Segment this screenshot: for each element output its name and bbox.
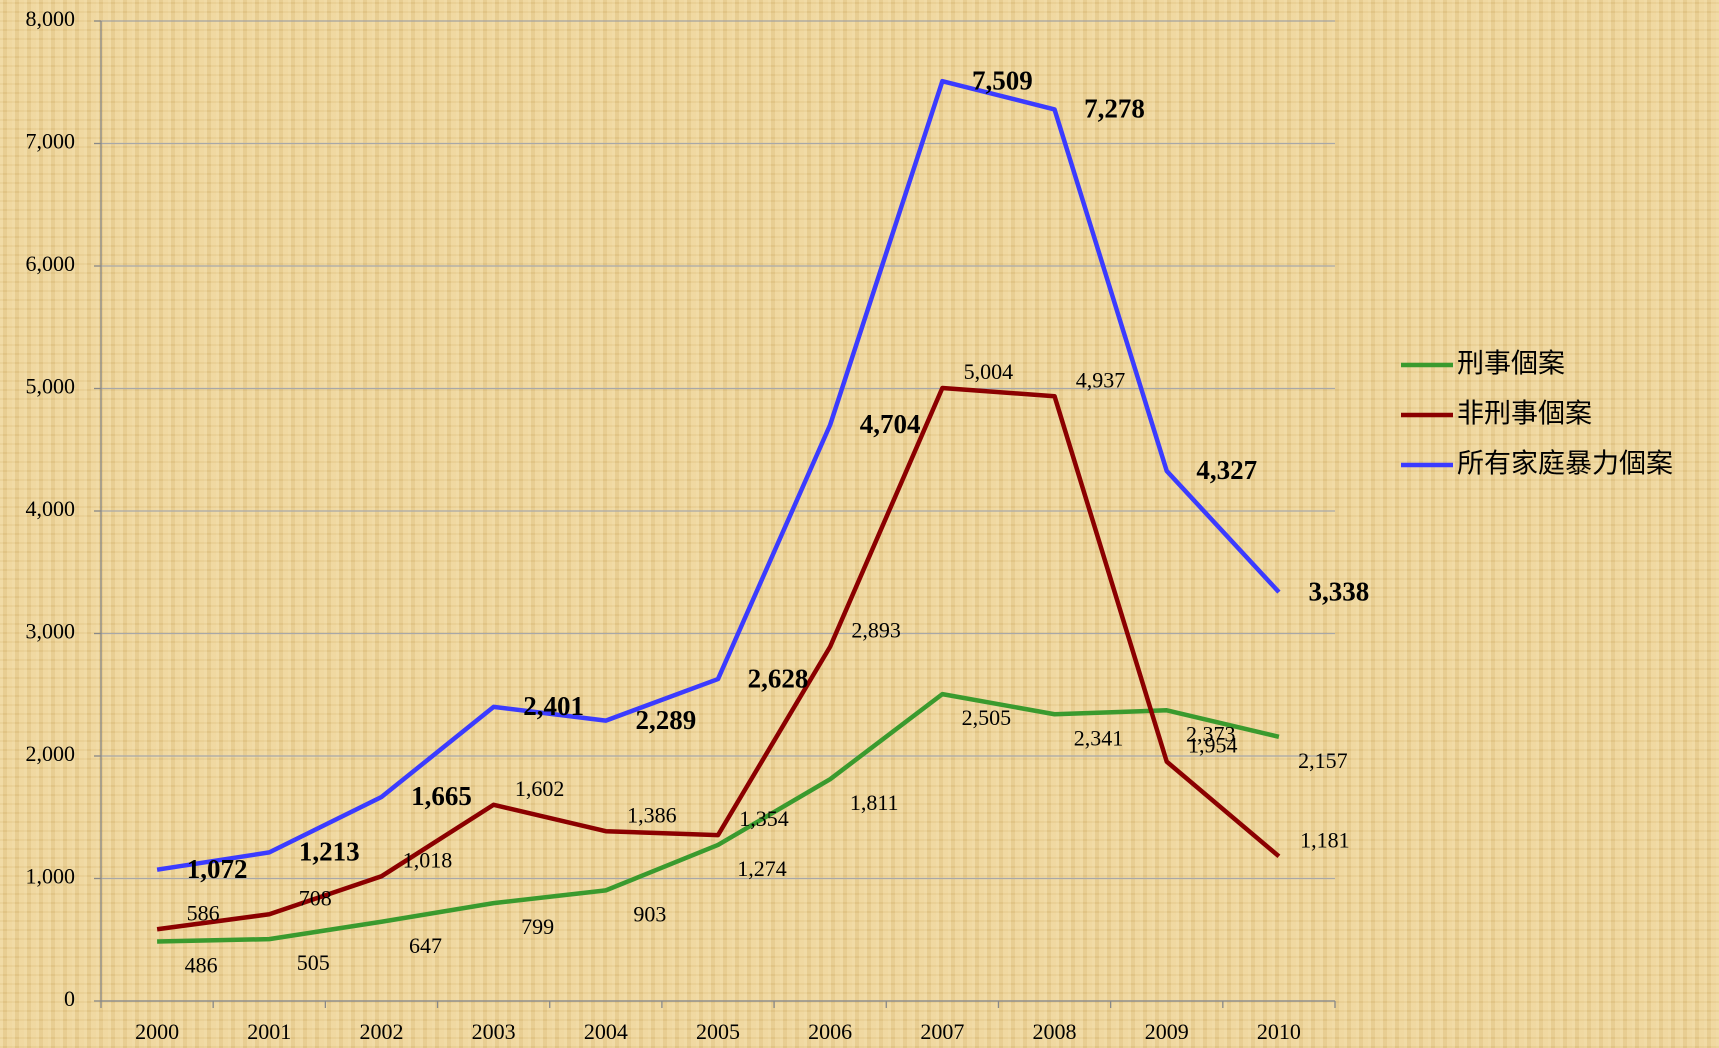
y-tick-label: 4,000 xyxy=(26,496,76,521)
x-tick-label: 2007 xyxy=(920,1019,964,1044)
data-label: 2,628 xyxy=(748,663,809,693)
data-label: 708 xyxy=(299,885,332,910)
data-label: 1,386 xyxy=(627,802,677,827)
legend-label: 非刑事個案 xyxy=(1457,399,1592,430)
y-tick-label: 5,000 xyxy=(26,374,76,399)
data-label: 1,354 xyxy=(739,806,789,831)
series-line xyxy=(157,691,1280,944)
data-label: 4,704 xyxy=(860,409,921,439)
x-tick-label: 2000 xyxy=(135,1019,179,1044)
data-label: 2,289 xyxy=(635,705,696,735)
y-tick-label: 8,000 xyxy=(26,6,76,31)
data-label: 2,401 xyxy=(523,691,584,721)
data-label: 3,338 xyxy=(1309,576,1370,606)
series-line xyxy=(156,385,1281,932)
data-label: 505 xyxy=(297,950,330,975)
data-label: 647 xyxy=(409,933,442,958)
data-label: 1,213 xyxy=(299,837,360,867)
x-tick-label: 2010 xyxy=(1257,1019,1301,1044)
data-label: 1,665 xyxy=(411,781,472,811)
data-label: 586 xyxy=(187,900,220,925)
legend-label: 刑事個案 xyxy=(1457,349,1565,380)
y-tick-label: 3,000 xyxy=(26,619,76,644)
data-label: 1,602 xyxy=(515,776,565,801)
x-tick-label: 2001 xyxy=(247,1019,291,1044)
data-label: 7,509 xyxy=(972,65,1033,95)
y-tick-label: 0 xyxy=(64,986,75,1011)
x-tick-label: 2008 xyxy=(1033,1019,1077,1044)
data-label: 1,181 xyxy=(1300,827,1350,852)
x-tick-label: 2003 xyxy=(472,1019,516,1044)
data-label: 1,018 xyxy=(403,847,453,872)
data-label: 5,004 xyxy=(964,359,1014,384)
data-label: 1,811 xyxy=(850,790,899,815)
data-label: 799 xyxy=(521,914,554,939)
y-tick-label: 6,000 xyxy=(26,251,76,276)
data-label: 1,954 xyxy=(1188,733,1238,758)
x-tick-label: 2004 xyxy=(584,1019,628,1044)
data-label: 2,157 xyxy=(1298,748,1348,773)
data-label: 4,327 xyxy=(1196,455,1257,485)
series-line xyxy=(156,78,1281,872)
data-label: 7,278 xyxy=(1084,94,1145,124)
x-tick-label: 2006 xyxy=(808,1019,852,1044)
x-tick-label: 2005 xyxy=(696,1019,740,1044)
data-label: 4,937 xyxy=(1076,367,1126,392)
data-label: 2,373 xyxy=(1186,721,1236,746)
data-label: 1,274 xyxy=(737,856,787,881)
y-tick-label: 1,000 xyxy=(26,864,76,889)
y-tick-label: 2,000 xyxy=(26,741,76,766)
x-tick-label: 2002 xyxy=(359,1019,403,1044)
data-label: 486 xyxy=(185,953,218,978)
data-label: 2,341 xyxy=(1074,725,1124,750)
data-label: 2,505 xyxy=(962,705,1012,730)
data-label: 1,072 xyxy=(187,854,248,884)
data-label: 903 xyxy=(633,901,666,926)
legend-label: 所有家庭暴力個案 xyxy=(1457,449,1673,480)
y-tick-label: 7,000 xyxy=(26,129,76,154)
data-label: 2,893 xyxy=(851,618,901,643)
x-tick-label: 2009 xyxy=(1145,1019,1189,1044)
